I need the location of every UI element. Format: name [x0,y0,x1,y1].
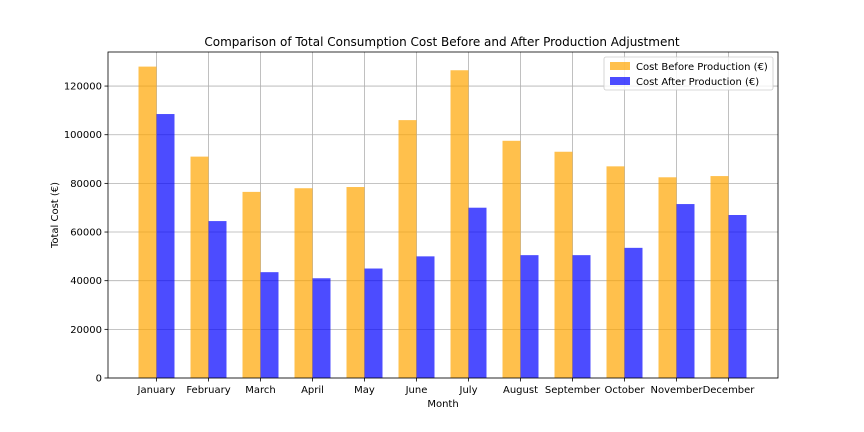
bar-after-august [520,255,539,378]
bar-before-march [242,191,261,378]
x-tick-label: November [650,385,703,396]
y-tick-label: 20000 [70,325,102,336]
bar-after-december [728,215,747,378]
bar-after-july [468,207,487,378]
y-tick-label: 0 [96,374,102,385]
bars [138,66,747,379]
legend-swatch [610,62,630,70]
legend-label: Cost After Production (€) [636,77,759,88]
bar-before-february [190,156,209,378]
bar-before-june [398,120,417,379]
bar-after-september [572,255,591,378]
bar-before-december [710,176,729,378]
legend-box [603,56,774,91]
y-tick-label: 120000 [64,82,102,93]
x-tick-label: August [503,385,538,396]
x-tick-label: January [137,385,176,396]
bar-before-april [294,188,313,378]
chart-title: Comparison of Total Consumption Cost Bef… [204,35,680,49]
x-tick-label: April [301,385,324,396]
x-tick-label: May [354,385,375,396]
legend-swatch [610,77,630,85]
bar-after-march [260,272,279,378]
bar-after-february [208,221,227,378]
legend: Cost Before Production (€) Cost After Pro… [603,56,774,91]
bar-before-july [450,70,469,378]
y-tick-label: 40000 [70,276,102,287]
bar-before-september [554,151,573,378]
y-axis-label: Total Cost (€) [50,182,61,249]
bar-after-january [156,114,175,378]
x-tick-label: October [604,385,645,396]
bar-before-november [658,177,677,378]
legend-label: Cost Before Production (€) [636,62,768,73]
bar-after-october [624,247,643,378]
y-tick-label: 60000 [70,228,102,239]
y-tick-label: 80000 [70,179,102,190]
bar-before-january [138,66,157,378]
x-tick-label: September [545,385,601,396]
x-axis-label: Month [427,399,458,410]
x-tick-label: July [459,385,478,396]
bar-before-october [606,166,625,378]
x-tick-label: March [245,385,275,396]
bar-after-april [312,278,331,378]
plot-area-frame [107,51,779,379]
bar-before-august [502,140,521,378]
x-tick-label: June [405,385,428,396]
bar-after-november [676,204,695,378]
x-tick-label: December [703,385,756,396]
y-tick-label: 100000 [64,130,102,141]
bar-after-may [364,268,383,378]
y-axis-ticks: 0 20000 40000 60000 80000 100000 120000 [64,82,108,385]
x-tick-label: February [186,385,230,396]
bar-before-may [346,187,365,378]
bar-after-june [416,256,435,378]
x-axis-ticks: January February March April May June July Augu… [137,378,756,396]
